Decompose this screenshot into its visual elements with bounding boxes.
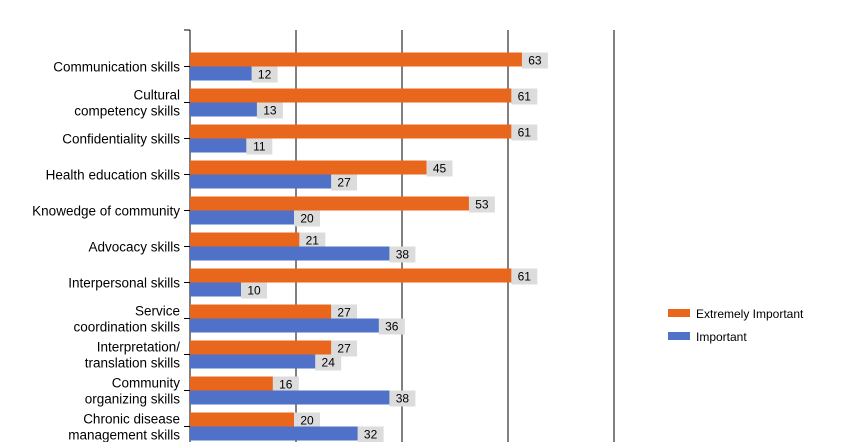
- data-label-1-8: 24: [322, 356, 336, 370]
- category-label-1-line-1: competency skills: [74, 104, 180, 119]
- category-label-8-line-1: translation skills: [85, 356, 181, 371]
- category-label-0: Communication skills: [53, 60, 180, 75]
- data-label-bg-1-6: [241, 282, 267, 299]
- data-label-1-9: 38: [396, 392, 410, 406]
- legend-label-1: Important: [696, 330, 747, 344]
- bar-1-7: [190, 318, 381, 333]
- data-label-0-7: 27: [337, 306, 351, 320]
- bar-0-9: [190, 376, 275, 391]
- data-label-0-0: 63: [528, 54, 542, 68]
- category-label-8-line-0: Interpretation/: [97, 340, 181, 355]
- category-label-6: Interpersonal skills: [68, 276, 180, 291]
- category-label-9-line-1: organizing skills: [85, 392, 181, 407]
- data-label-bg-0-5: [299, 232, 326, 249]
- category-label-2: Confidentiality skills: [62, 132, 180, 147]
- bar-0-6: [190, 268, 514, 283]
- category-label-7-line-0: Service: [135, 304, 180, 319]
- data-label-bg-0-9: [272, 376, 299, 393]
- data-label-bg-0-7: [331, 304, 358, 321]
- bar-1-8: [190, 354, 318, 369]
- bar-1-3: [190, 174, 334, 189]
- data-label-0-9: 16: [279, 378, 293, 392]
- data-label-bg-0-0: [521, 52, 548, 69]
- data-label-1-10: 32: [364, 428, 378, 442]
- data-label-1-1: 13: [263, 104, 277, 118]
- category-label-10-line-1: management skills: [68, 428, 180, 442]
- data-label-0-3: 45: [433, 162, 447, 176]
- data-label-bg-1-8: [315, 354, 342, 371]
- data-label-1-5: 38: [396, 248, 410, 262]
- data-label-1-6: 10: [247, 284, 261, 298]
- data-label-bg-1-4: [294, 210, 320, 227]
- category-label-3: Health education skills: [46, 168, 181, 183]
- bar-0-1: [190, 88, 514, 103]
- bar-0-10: [190, 412, 296, 427]
- data-label-0-1: 61: [518, 90, 532, 104]
- data-label-0-10: 20: [300, 414, 314, 428]
- data-label-bg-0-8: [331, 340, 358, 357]
- bar-0-0: [190, 52, 524, 67]
- data-label-1-4: 20: [300, 212, 314, 226]
- data-label-bg-0-10: [294, 412, 320, 429]
- data-label-1-0: 12: [258, 68, 272, 82]
- data-label-bg-1-10: [357, 426, 384, 442]
- data-label-bg-1-9: [389, 390, 416, 407]
- bar-0-8: [190, 340, 334, 355]
- data-label-1-7: 36: [385, 320, 399, 334]
- bar-1-9: [190, 390, 392, 405]
- data-label-bg-0-4: [468, 196, 495, 213]
- category-label-4: Knowedge of community: [32, 204, 180, 219]
- bar-1-2: [190, 138, 249, 153]
- bar-0-7: [190, 304, 334, 319]
- category-label-10-line-0: Chronic disease: [83, 412, 180, 427]
- category-label-1-line-0: Cultural: [133, 88, 180, 103]
- data-label-bg-1-0: [251, 66, 278, 83]
- data-label-bg-1-1: [256, 102, 283, 119]
- data-label-bg-0-2: [511, 124, 538, 141]
- data-label-0-2: 61: [518, 126, 532, 140]
- data-label-bg-1-5: [389, 246, 416, 263]
- data-label-bg-1-2: [246, 138, 273, 155]
- category-label-9-line-0: Community: [112, 376, 181, 391]
- data-label-1-3: 27: [337, 176, 351, 190]
- bar-1-0: [190, 66, 254, 81]
- bar-1-6: [190, 282, 243, 297]
- data-label-bg-0-3: [426, 160, 453, 177]
- bar-1-10: [190, 426, 360, 441]
- data-label-bg-0-6: [511, 268, 538, 285]
- bar-1-5: [190, 246, 392, 261]
- legend-swatch-0: [668, 309, 690, 317]
- bar-0-5: [190, 232, 302, 247]
- legend-swatch-1: [668, 332, 690, 340]
- data-label-bg-1-3: [331, 174, 358, 191]
- category-label-5: Advocacy skills: [88, 240, 180, 255]
- data-label-bg-0-1: [511, 88, 538, 105]
- category-label-7-line-1: coordination skills: [73, 320, 180, 335]
- bar-1-1: [190, 102, 259, 117]
- data-label-bg-1-7: [378, 318, 405, 335]
- data-label-0-4: 53: [475, 198, 489, 212]
- data-label-0-6: 61: [518, 270, 532, 284]
- bar-0-2: [190, 124, 514, 139]
- data-label-0-8: 27: [337, 342, 351, 356]
- data-label-0-5: 21: [306, 234, 320, 248]
- bar-0-3: [190, 160, 429, 175]
- data-label-1-2: 11: [253, 140, 266, 154]
- bar-1-4: [190, 210, 296, 225]
- bar-0-4: [190, 196, 471, 211]
- legend-label-0: Extremely Important: [696, 307, 804, 321]
